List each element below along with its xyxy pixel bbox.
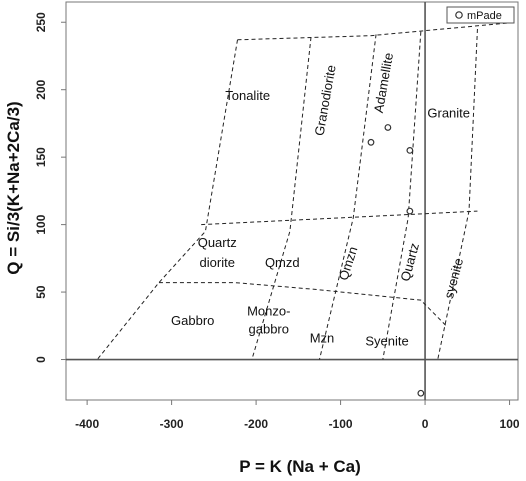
legend-marker	[455, 11, 463, 19]
x-axis-title: P = K (Na + Ca)	[239, 457, 361, 476]
region-label-diorite: diorite	[200, 255, 235, 270]
region-label-granite: Granite	[427, 105, 470, 120]
x-tick-label: -100	[329, 417, 353, 431]
region-label-syenite: Syenite	[365, 333, 408, 348]
x-tick-label: -300	[160, 417, 184, 431]
plot-frame	[65, 1, 519, 401]
legend-box	[446, 6, 515, 24]
region-label-syenite: syenite	[441, 256, 466, 300]
y-axis-title: Q = Si/3(K+Na+2Ca/3)	[4, 101, 23, 274]
x-tick-label: -200	[244, 417, 268, 431]
field-boundary-upper-boundary	[237, 21, 517, 41]
region-label-gabbro: gabbro	[249, 321, 289, 336]
x-tick-label: -400	[75, 417, 99, 431]
region-label-gabbro: Gabbro	[171, 313, 214, 328]
x-tick-label: 0	[422, 417, 429, 431]
field-boundary-quartz-line	[201, 210, 478, 226]
legend-label: mPade	[467, 10, 502, 22]
data-point	[367, 138, 375, 146]
data-point	[406, 207, 414, 215]
field-boundary-boundary-granodiorite-adamellite	[251, 37, 312, 360]
field-boundary-boundary-adamellite-granite	[318, 34, 377, 360]
data-point	[406, 147, 414, 154]
y-tick-label: 200	[34, 79, 48, 99]
field-boundary-boundary-right	[437, 28, 478, 360]
region-label-qmzd: Qmzd	[265, 255, 300, 270]
y-tick-label: 100	[34, 214, 48, 234]
data-point	[384, 124, 392, 131]
field-boundary-boundary-quartz-syenite	[382, 31, 422, 360]
y-tick-label: 50	[34, 285, 48, 299]
field-boundary-lower-line	[158, 282, 447, 327]
x-tick-label: 100	[500, 417, 520, 431]
region-label-adamellite: Adamellite	[371, 52, 396, 114]
region-label-qmzn: Qmzn	[336, 245, 361, 283]
field-boundary-boundary-tonalite-granodiorite	[96, 39, 238, 360]
region-label-granodiorite: Granodiorite	[312, 64, 339, 137]
y-tick-label: 0	[34, 356, 48, 363]
y-tick-label: 150	[34, 147, 48, 167]
data-point	[417, 389, 425, 397]
region-label-quartz: Quartz	[198, 235, 237, 250]
region-label-mzn: Mzn	[310, 331, 335, 346]
region-label-tonalite: Tonalite	[225, 88, 270, 103]
region-label-monzo: Monzo-	[247, 304, 290, 319]
y-tick-label: 250	[34, 12, 48, 32]
region-label-quartz: Quartz	[397, 241, 422, 283]
